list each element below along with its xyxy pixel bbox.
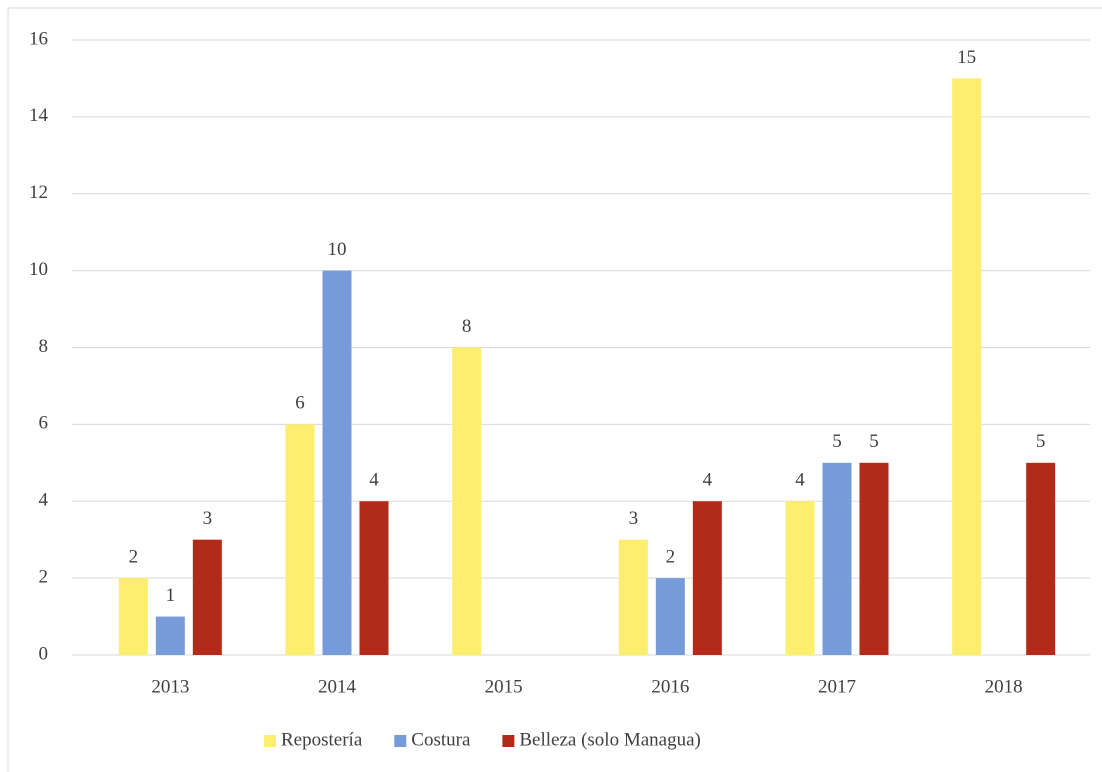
y-tick-label: 6 [39,413,49,434]
legend-swatch [502,735,515,747]
bar [952,78,982,655]
bar [692,501,722,655]
bar [359,501,389,655]
legend-swatch [264,735,276,747]
data-label: 2 [129,546,139,567]
legend-swatch [394,735,407,747]
y-tick-label: 8 [39,336,49,357]
bar [655,578,685,655]
legend-label: Repostería [281,729,363,750]
x-tick-label: 2015 [485,676,523,697]
legend-label: Costura [411,729,471,750]
chart-border [7,7,1102,772]
bar [822,462,852,655]
data-label: 3 [203,508,213,529]
data-label: 15 [957,47,976,68]
data-label: 5 [1036,431,1046,452]
bar [285,424,315,655]
data-label: 5 [832,431,842,452]
y-tick-label: 16 [29,28,48,49]
data-label: 3 [629,508,639,529]
bar [192,539,222,655]
y-tick-label: 14 [29,105,49,126]
data-label: 1 [166,585,176,606]
data-label: 6 [295,393,305,414]
y-tick-label: 2 [39,566,49,587]
data-label: 4 [795,470,805,491]
bar [118,578,148,655]
y-tick-label: 0 [39,643,49,664]
data-label: 5 [869,431,879,452]
bar [155,616,185,655]
data-label: 8 [462,316,472,337]
bar [859,462,889,655]
data-label: 2 [666,546,676,567]
data-label: 4 [369,470,379,491]
x-tick-label: 2013 [151,676,189,697]
bar [1026,462,1056,655]
y-tick-label: 12 [29,182,48,203]
bar [785,501,815,655]
y-tick-label: 10 [29,259,48,280]
data-label: 10 [328,239,347,260]
x-tick-label: 2014 [318,676,357,697]
x-tick-label: 2018 [985,676,1023,697]
legend-label: Belleza (solo Managua) [519,729,700,750]
bar [322,270,352,655]
bar [452,347,482,655]
y-tick-label: 4 [39,490,49,511]
x-tick-label: 2017 [818,676,856,697]
x-tick-label: 2016 [651,676,689,697]
data-label: 4 [703,470,713,491]
bar [618,539,648,655]
